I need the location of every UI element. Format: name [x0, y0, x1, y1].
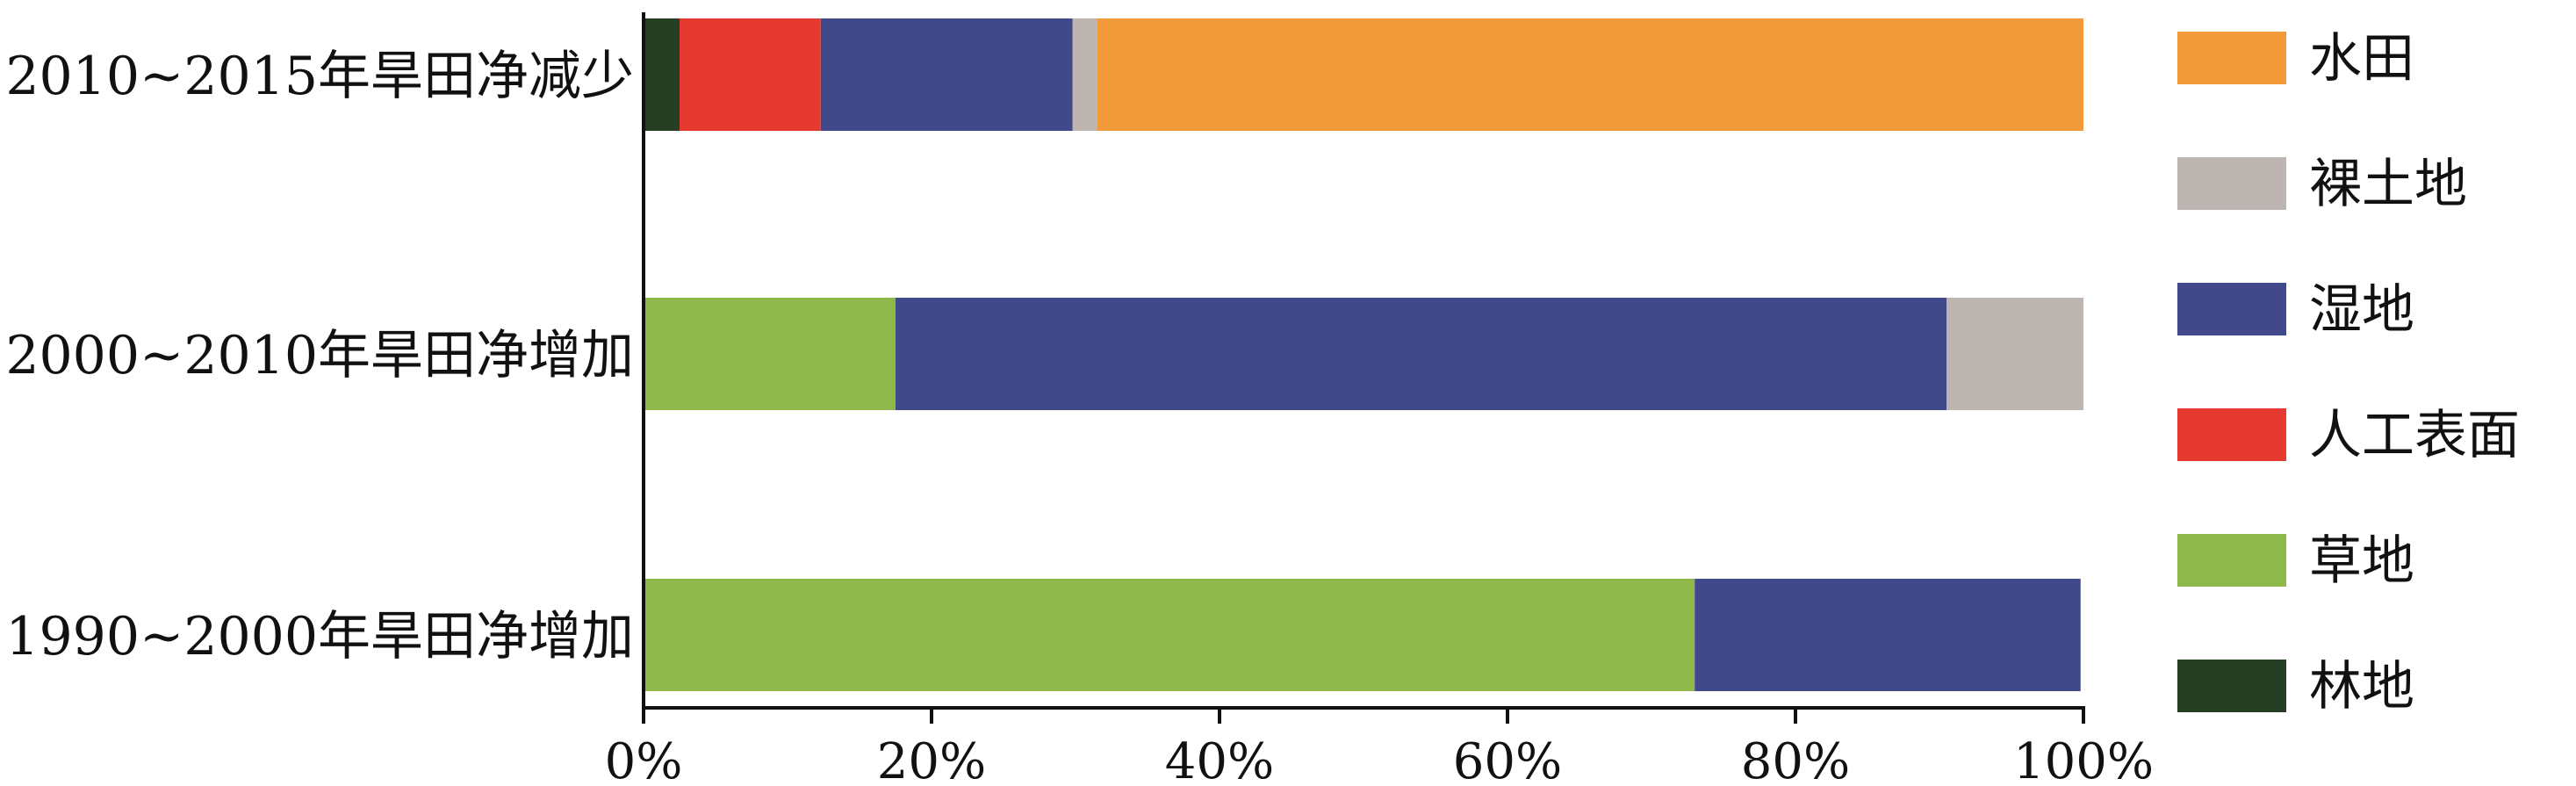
bar-segment-0-0 — [644, 18, 680, 131]
x-axis: 0% 20% 40% 60% 80% 100% — [605, 12, 2154, 786]
bars-layer — [644, 18, 2083, 691]
x-tick-label: 100% — [2013, 733, 2154, 786]
bar-segment-2-3 — [1695, 579, 2081, 691]
legend-label: 裸土地 — [2309, 154, 2467, 215]
bar-segment-1-4 — [1946, 298, 2083, 410]
x-tick-label: 40% — [1165, 733, 1274, 786]
category-labels: 2010~2015年旱田净减少 2000~2010年旱田净增加 1990~2000年… — [5, 46, 634, 667]
legend-swatch — [2177, 660, 2286, 712]
legend-label: 草地 — [2309, 530, 2414, 592]
legend-swatch — [2177, 408, 2286, 461]
category-label: 1990~2000年旱田净增加 — [5, 606, 634, 667]
legend-label: 湿地 — [2309, 279, 2414, 341]
legend-swatch — [2177, 32, 2286, 84]
legend-swatch — [2177, 534, 2286, 587]
bar-segment-1-3 — [896, 298, 1947, 410]
x-tick-label: 20% — [877, 733, 986, 786]
legend-label: 人工表面 — [2309, 405, 2520, 466]
bar-segment-2-2 — [644, 579, 1695, 691]
legend-swatch — [2177, 283, 2286, 335]
bar-segment-0-3 — [820, 18, 1073, 131]
bar-segment-0-4 — [1072, 18, 1097, 131]
legend-label: 林地 — [2309, 656, 2414, 717]
legend-swatch — [2177, 157, 2286, 210]
bar-segment-1-2 — [644, 298, 896, 410]
category-label: 2000~2010年旱田净增加 — [5, 325, 634, 386]
category-label: 2010~2015年旱田净减少 — [5, 46, 634, 107]
bar-segment-0-1 — [680, 18, 821, 131]
x-tick-label: 60% — [1453, 733, 1562, 786]
bar-segment-0-5 — [1097, 18, 2083, 131]
legend-label: 水田 — [2309, 28, 2414, 90]
x-tick-label: 0% — [605, 733, 683, 786]
x-tick-label: 80% — [1741, 733, 1850, 786]
